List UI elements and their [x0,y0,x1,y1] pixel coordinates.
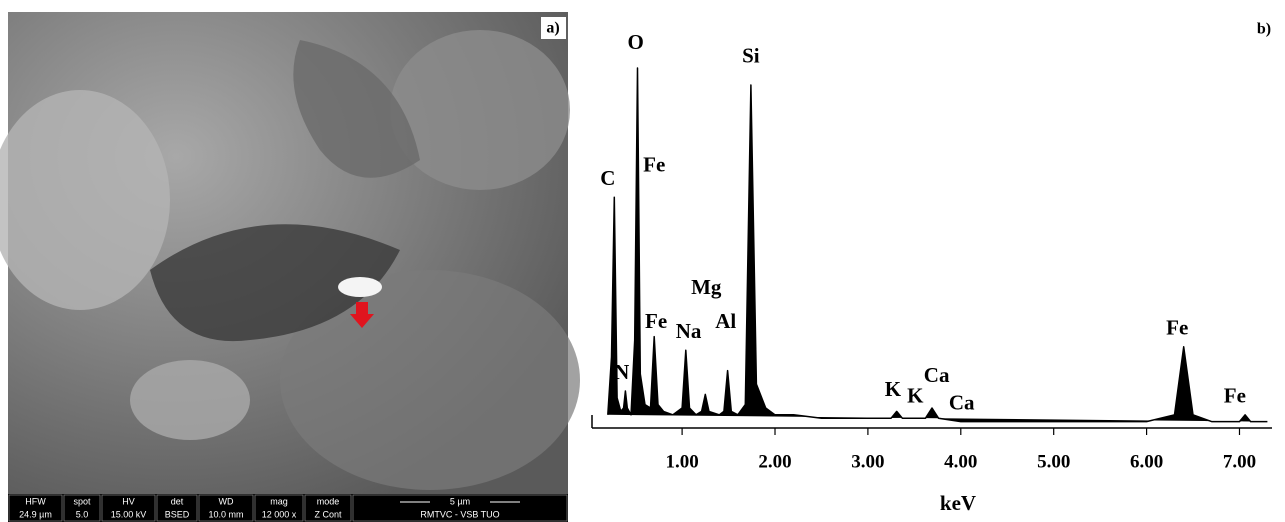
info-value: 15.00 kV [111,509,147,519]
x-tick-label: 4.00 [944,451,977,472]
sem-image: a) [0,12,580,522]
peak-label: N [614,360,629,384]
info-value: 10.0 mm [208,509,243,519]
x-tick-label: 2.00 [758,451,791,472]
info-cell [304,494,352,522]
peak-label: Na [676,319,702,343]
peak-label: K [885,377,902,401]
spectrum-line [607,67,1268,423]
panel-label: a) [546,20,559,37]
peak-label: Mg [691,275,722,299]
info-cell [63,494,101,522]
spectrum: 1.00 2.00 3.00 4.00 5.00 6.00 7.00 C O Fe Si Mg Fe Na… [591,21,1272,515]
x-tick-label: 6.00 [1130,451,1163,472]
info-value: 12 000 x [262,509,297,519]
info-header: WD [219,496,234,506]
peak-label: Ca [949,390,975,414]
info-cell [101,494,156,522]
x-tick-label: 5.00 [1037,451,1070,472]
peak-label: O [627,30,643,54]
x-tick-label: 7.00 [1223,451,1256,472]
x-tick-label: 1.00 [665,451,698,472]
info-header: mag [270,496,288,506]
info-header: spot [73,496,91,506]
peak-label: Fe [645,309,667,333]
info-cell [156,494,198,522]
info-value: 24.9 µm [19,509,52,519]
peak-label: Fe [643,152,665,176]
lab-label: RMTVC - VSB TUO [420,509,499,519]
info-value: BSED [165,509,190,519]
peak-label: Fe [1224,384,1246,408]
x-axis-label: keV [940,491,976,515]
peak-label: Fe [1166,316,1188,340]
info-header: HFW [25,496,46,506]
info-value: Z Cont [314,509,342,519]
peak-label: Ca [924,363,950,387]
info-cell [8,494,63,522]
scale-label: 5 µm [450,496,470,506]
peak-label: Al [715,309,736,333]
info-value: 5.0 [76,509,89,519]
info-cell [254,494,304,522]
peak-label: K [907,384,924,408]
panel-label: b) [1257,21,1271,38]
info-bar: HFW 24.9 µm spot 5.0 HV 15.00 kV det BSED WD 10.0… [8,494,568,522]
info-cell [352,494,568,522]
info-cell [198,494,254,522]
peak-label: Si [742,44,760,68]
info-header: HV [122,496,135,506]
peak-label: C [600,166,615,190]
info-header: det [171,496,184,506]
info-header: mode [317,496,340,506]
x-tick-label: 3.00 [851,451,884,472]
